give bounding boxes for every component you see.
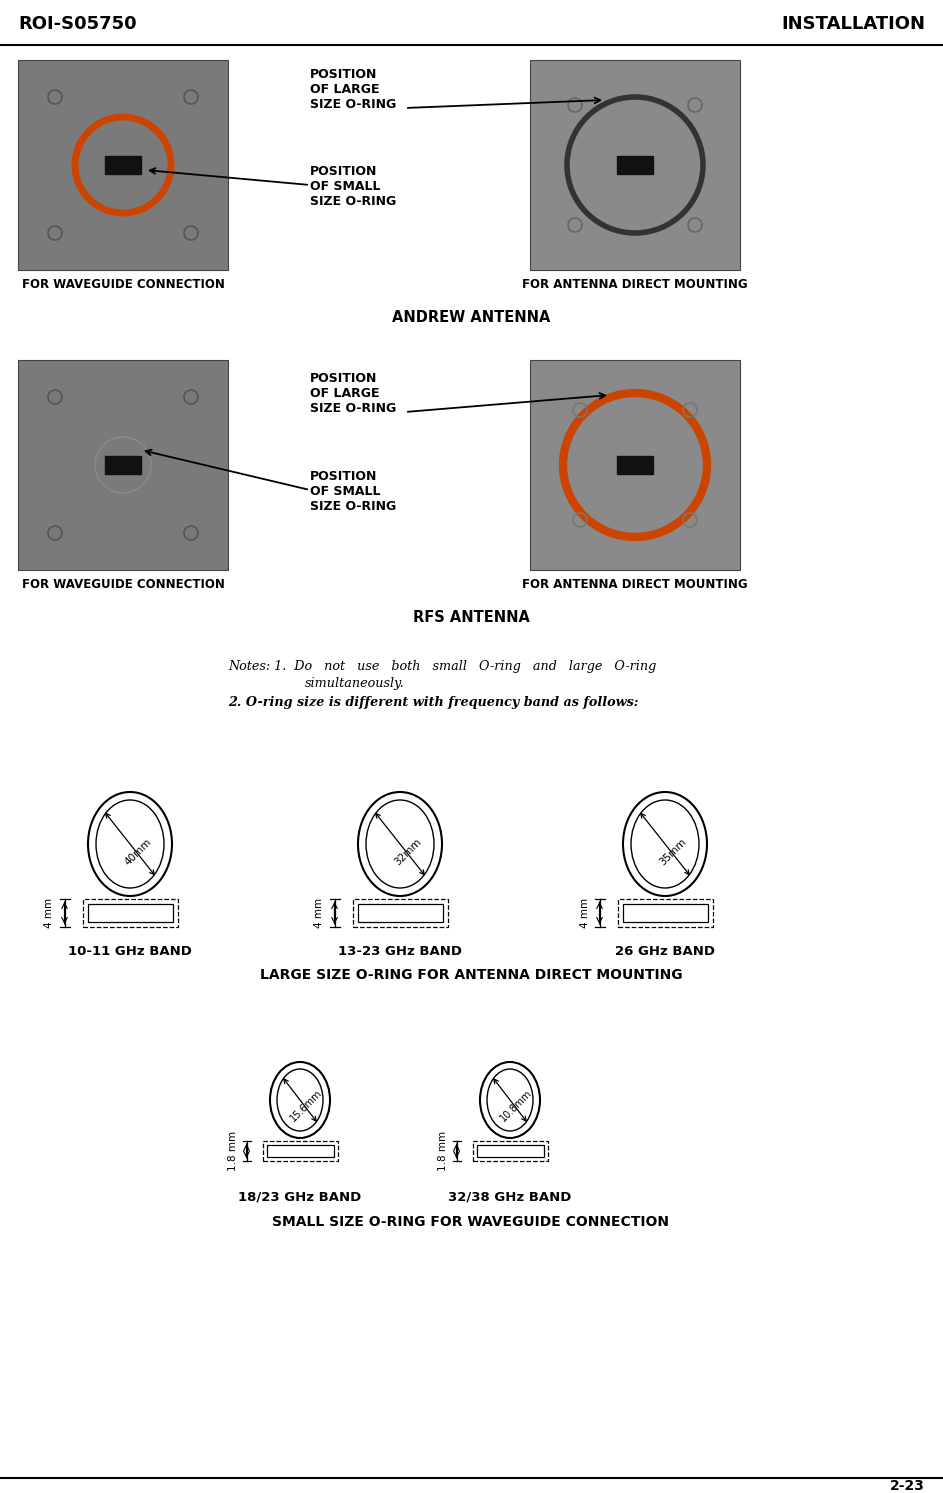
Text: Notes: 1.  Do   not   use   both   small   O-ring   and   large   O-ring: Notes: 1. Do not use both small O-ring a… bbox=[228, 660, 656, 673]
Text: 26 GHz BAND: 26 GHz BAND bbox=[615, 945, 715, 959]
Text: simultaneously.: simultaneously. bbox=[305, 676, 405, 690]
Text: 1.8 mm: 1.8 mm bbox=[438, 1130, 449, 1171]
Bar bbox=[472, 1141, 548, 1162]
Text: FOR WAVEGUIDE CONNECTION: FOR WAVEGUIDE CONNECTION bbox=[22, 578, 224, 591]
Text: 2-23: 2-23 bbox=[890, 1480, 925, 1493]
Bar bbox=[617, 155, 653, 175]
Text: 4 mm: 4 mm bbox=[315, 897, 324, 929]
Bar bbox=[105, 155, 141, 175]
Bar bbox=[530, 360, 740, 570]
Text: 40mm: 40mm bbox=[123, 836, 154, 867]
Bar bbox=[267, 1145, 334, 1157]
Text: POSITION
OF LARGE
SIZE O-RING: POSITION OF LARGE SIZE O-RING bbox=[310, 372, 396, 415]
Text: SMALL SIZE O-RING FOR WAVEGUIDE CONNECTION: SMALL SIZE O-RING FOR WAVEGUIDE CONNECTI… bbox=[273, 1215, 670, 1229]
Text: ROI-S05750: ROI-S05750 bbox=[18, 15, 137, 33]
Text: 4 mm: 4 mm bbox=[580, 897, 589, 929]
Bar bbox=[105, 455, 141, 473]
Bar bbox=[88, 903, 173, 923]
Text: 10-11 GHz BAND: 10-11 GHz BAND bbox=[68, 945, 192, 959]
Bar bbox=[357, 903, 442, 923]
Text: 10.8mm: 10.8mm bbox=[498, 1088, 534, 1124]
Text: 35mm: 35mm bbox=[657, 836, 688, 867]
Text: POSITION
OF SMALL
SIZE O-RING: POSITION OF SMALL SIZE O-RING bbox=[310, 470, 396, 514]
Text: POSITION
OF SMALL
SIZE O-RING: POSITION OF SMALL SIZE O-RING bbox=[310, 166, 396, 208]
Bar bbox=[618, 899, 713, 927]
Bar bbox=[476, 1145, 543, 1157]
Text: ANDREW ANTENNA: ANDREW ANTENNA bbox=[391, 311, 550, 325]
Text: FOR WAVEGUIDE CONNECTION: FOR WAVEGUIDE CONNECTION bbox=[22, 278, 224, 291]
Text: INSTALLATION: INSTALLATION bbox=[781, 15, 925, 33]
Text: 2. O-ring size is different with frequency band as follows:: 2. O-ring size is different with frequen… bbox=[228, 696, 638, 709]
Bar bbox=[617, 455, 653, 473]
Bar bbox=[353, 899, 448, 927]
Bar bbox=[262, 1141, 338, 1162]
Text: POSITION
OF LARGE
SIZE O-RING: POSITION OF LARGE SIZE O-RING bbox=[310, 69, 396, 110]
Bar bbox=[530, 60, 740, 270]
Text: LARGE SIZE O-RING FOR ANTENNA DIRECT MOUNTING: LARGE SIZE O-RING FOR ANTENNA DIRECT MOU… bbox=[259, 967, 683, 982]
Bar bbox=[82, 899, 177, 927]
Text: 15.6mm: 15.6mm bbox=[289, 1088, 323, 1124]
Text: 1.8 mm: 1.8 mm bbox=[228, 1130, 239, 1171]
Text: FOR ANTENNA DIRECT MOUNTING: FOR ANTENNA DIRECT MOUNTING bbox=[522, 278, 748, 291]
Bar bbox=[18, 360, 228, 570]
Text: 13-23 GHz BAND: 13-23 GHz BAND bbox=[338, 945, 462, 959]
Text: 18/23 GHz BAND: 18/23 GHz BAND bbox=[239, 1190, 361, 1203]
Text: 32mm: 32mm bbox=[392, 836, 423, 867]
Bar bbox=[622, 903, 707, 923]
Bar bbox=[18, 60, 228, 270]
Text: 32/38 GHz BAND: 32/38 GHz BAND bbox=[448, 1190, 571, 1203]
Text: 4 mm: 4 mm bbox=[44, 897, 55, 929]
Text: RFS ANTENNA: RFS ANTENNA bbox=[413, 611, 529, 626]
Text: FOR ANTENNA DIRECT MOUNTING: FOR ANTENNA DIRECT MOUNTING bbox=[522, 578, 748, 591]
